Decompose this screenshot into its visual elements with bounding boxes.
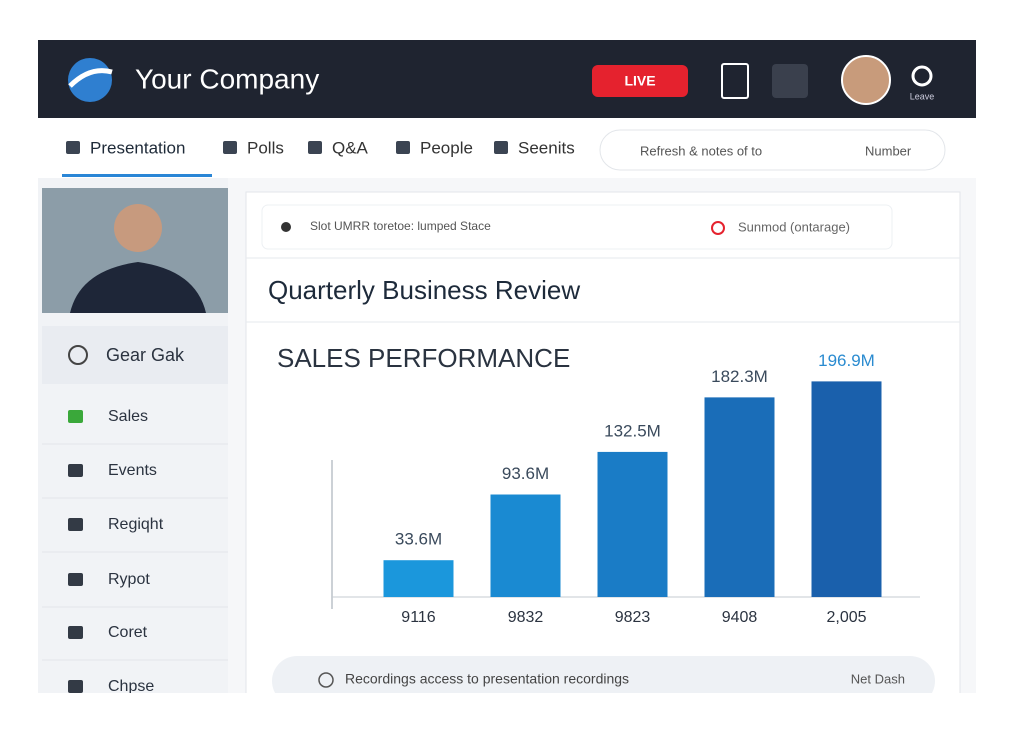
leave-icon[interactable] [911, 65, 933, 87]
presenter-body [70, 262, 206, 313]
sidebar-item[interactable]: Events [108, 462, 157, 479]
tab[interactable]: Q&A [332, 138, 369, 157]
tab[interactable]: Presentation [90, 138, 185, 157]
sidebar-icon [68, 464, 83, 477]
sidebar-icon [68, 410, 83, 423]
toolbar-pill[interactable] [599, 129, 946, 171]
slide-toolbar-right[interactable]: Sunmod (ontarage) [738, 219, 850, 234]
tab-icon[interactable] [396, 141, 410, 154]
toolbar-menu[interactable]: Number [865, 143, 912, 158]
sidebar-icon [68, 573, 83, 586]
leave-label[interactable]: Leave [910, 91, 935, 101]
x-tick-label: 9832 [508, 609, 544, 626]
bottom-margin [0, 693, 1024, 735]
bar [383, 560, 454, 597]
company-name: Your Company [135, 63, 319, 94]
avatar[interactable] [841, 55, 891, 105]
value-label: 33.6M [395, 530, 442, 549]
sidebar-section: Gear Gak [106, 345, 185, 365]
sidebar-icon [68, 626, 83, 639]
sidebar-item[interactable]: Regiqht [108, 516, 164, 533]
tab-icon[interactable] [308, 141, 322, 154]
bar [704, 397, 775, 597]
tab-icon[interactable] [494, 141, 508, 154]
share-icon[interactable] [721, 63, 749, 99]
value-label: 182.3M [711, 367, 768, 386]
sidebar-item[interactable]: Chpse [108, 678, 154, 695]
sidebar-icon [68, 680, 83, 693]
x-tick-label: 9823 [615, 609, 651, 626]
slide-title: Quarterly Business Review [268, 275, 580, 305]
sidebar-section-bg [42, 326, 228, 384]
footer-text: Recordings access to presentation record… [345, 671, 629, 687]
live-button[interactable] [592, 65, 688, 97]
live-label[interactable]: LIVE [624, 73, 655, 89]
x-tick-label: 9116 [401, 609, 436, 626]
footer-link[interactable]: Net Dash [851, 671, 905, 686]
presenter-head [114, 204, 162, 252]
slide-icon [281, 222, 291, 232]
value-label: 132.5M [604, 421, 661, 440]
section-icon [68, 345, 88, 365]
sidebar-item[interactable]: Sales [108, 408, 148, 425]
active-tab-underline [62, 174, 212, 177]
record-icon [711, 221, 725, 235]
sidebar-item[interactable]: Coret [108, 624, 148, 641]
bar [490, 494, 561, 597]
logo-swoosh [68, 68, 113, 88]
x-tick-label: 9408 [722, 609, 758, 626]
toolbar-text[interactable]: Refresh & notes of to [640, 143, 762, 158]
tab[interactable]: Seenits [518, 138, 575, 157]
value-label: 93.6M [502, 464, 549, 483]
header-bar [38, 40, 976, 118]
bar [597, 451, 668, 597]
bar [811, 381, 882, 597]
slide-toolbar-left[interactable]: Slot UMRR toretoe: lumped Stace [310, 219, 491, 233]
tab[interactable]: People [420, 138, 473, 157]
camera-icon[interactable] [772, 64, 808, 98]
slide-toolbar [261, 204, 893, 250]
x-tick-label: 2,005 [826, 609, 866, 626]
sidebar-icon [68, 518, 83, 531]
tab-icon[interactable] [223, 141, 237, 154]
tab[interactable]: Polls [247, 138, 284, 157]
sidebar-item[interactable]: Rypot [108, 571, 150, 588]
footer-icon [318, 672, 334, 688]
chart-title: SALES PERFORMANCE [277, 343, 570, 373]
value-label: 196.9M [818, 351, 875, 370]
tab-icon[interactable] [66, 141, 80, 154]
